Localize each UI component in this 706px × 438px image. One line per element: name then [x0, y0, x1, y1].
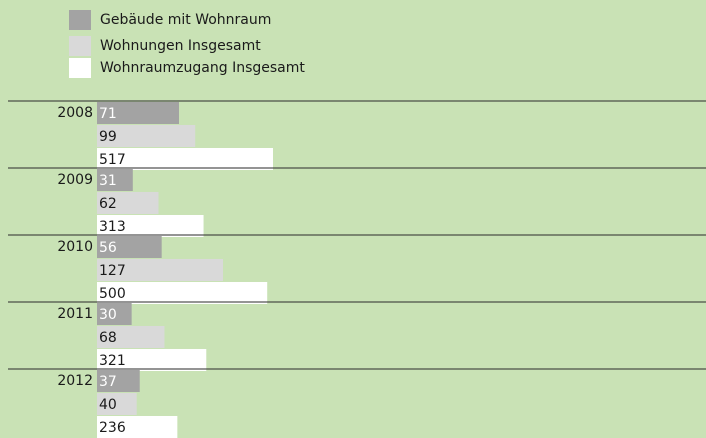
bar: [97, 303, 132, 325]
legend-label: Wohnungen Insgesamt: [100, 38, 261, 54]
value-label: 30: [99, 307, 117, 323]
legend-label: Gebäude mit Wohnraum: [100, 12, 271, 28]
bar: [97, 236, 162, 258]
value-label: 56: [99, 240, 117, 256]
value-label: 517: [99, 152, 126, 168]
value-label: 68: [99, 330, 117, 346]
value-label: 321: [99, 353, 126, 369]
value-label: 31: [99, 173, 117, 189]
category-label: 2011: [57, 306, 93, 322]
value-label: 40: [99, 397, 117, 413]
value-label: 62: [99, 196, 117, 212]
category-label: 2009: [57, 172, 93, 188]
value-label: 313: [99, 219, 126, 235]
bar: [97, 192, 159, 214]
value-label: 99: [99, 129, 117, 145]
legend-swatch: [69, 58, 91, 78]
legend-swatch: [69, 36, 91, 56]
legend-swatch: [69, 10, 91, 30]
value-label: 127: [99, 263, 126, 279]
legend-label: Wohnraumzugang Insgesamt: [100, 60, 305, 76]
bar: [97, 393, 137, 415]
bar: [97, 349, 207, 371]
value-label: 37: [99, 374, 117, 390]
bar: [97, 370, 140, 392]
bar: [97, 326, 165, 348]
value-label: 236: [99, 420, 126, 436]
value-label: 71: [99, 106, 117, 122]
bar: [97, 282, 268, 304]
bar: [97, 416, 178, 438]
bar: [97, 169, 133, 191]
bar: [97, 215, 204, 237]
bar: [97, 102, 179, 124]
category-label: 2008: [57, 105, 93, 121]
category-label: 2010: [57, 239, 93, 255]
bar: [97, 125, 196, 147]
bar: [97, 259, 223, 281]
category-label: 2012: [57, 373, 93, 389]
bar: [97, 148, 273, 170]
value-label: 500: [99, 286, 126, 302]
